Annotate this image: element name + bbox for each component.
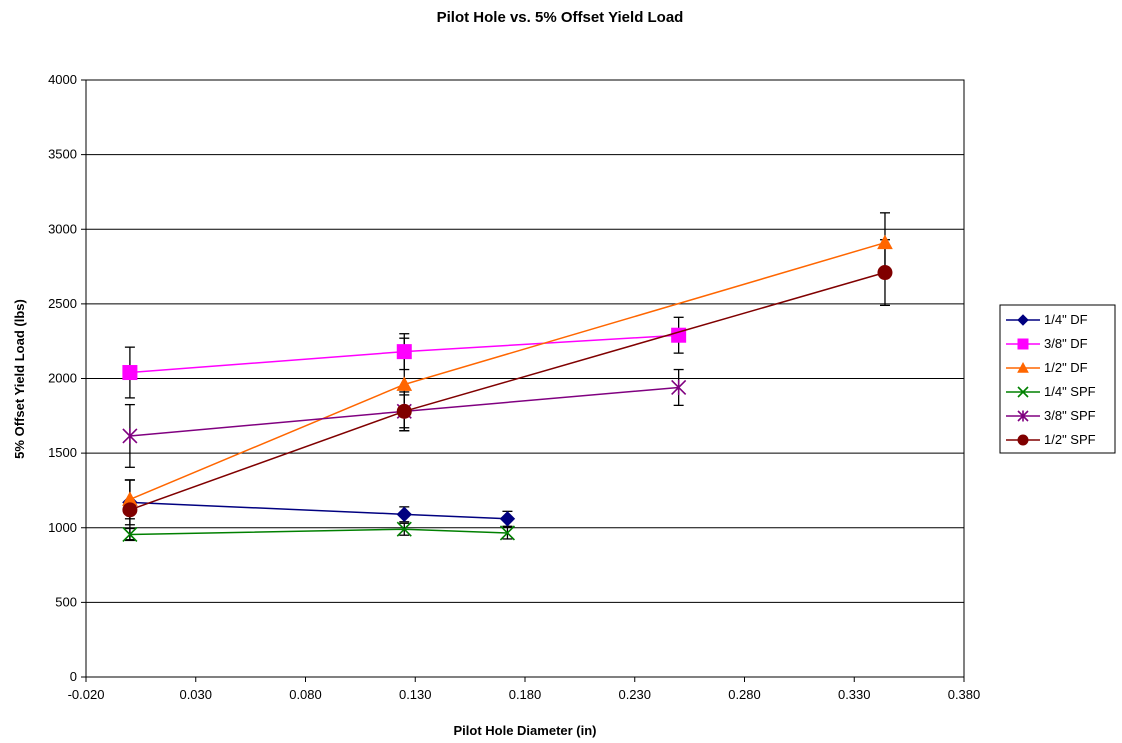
x-axis: -0.020 0.030 0.080 0.130 0.180 0.230 0.280 0.33…: [68, 677, 981, 702]
y-tick-label: 1000: [48, 520, 77, 535]
x-tick-label: -0.020: [68, 687, 105, 702]
data-point-x: [396, 521, 412, 537]
data-point-diamond: [1017, 314, 1029, 326]
legend-box: [999, 304, 1116, 454]
legend-item: 3/8" SPF: [1006, 408, 1096, 423]
legend-label: 1/2" DF: [1044, 360, 1088, 375]
x-axis-label: Pilot Hole Diameter (in): [453, 723, 596, 738]
y-tick-label: 1500: [48, 445, 77, 460]
x-tick-label: 0.230: [618, 687, 651, 702]
data-point-square: [1017, 338, 1029, 350]
series-group: [122, 212, 893, 543]
x-tick-label: 0.280: [728, 687, 761, 702]
plot-area: -0.020 0.030 0.080 0.130 0.180 0.230 0.280 0.33…: [48, 72, 980, 702]
data-point-square: [396, 344, 412, 360]
legend-label: 1/4" SPF: [1044, 384, 1096, 399]
data-point-circle: [1017, 434, 1029, 446]
x-tick-label: 0.080: [289, 687, 322, 702]
data-point-diamond: [396, 506, 412, 523]
series-3: [122, 234, 893, 506]
data-point-diamond: [499, 511, 516, 527]
x-tick-label: 0.330: [838, 687, 871, 702]
series-6: [122, 265, 893, 518]
legend-item: 1/4" DF: [1006, 312, 1088, 327]
data-point-x: [499, 525, 516, 541]
data-point-triangle: [396, 376, 413, 391]
legend-item: 1/2" SPF: [1006, 432, 1096, 447]
data-point-x: [122, 526, 138, 543]
y-tick-label: 500: [55, 594, 77, 609]
legend-label: 1/2" SPF: [1044, 432, 1096, 447]
y-axis-label: 5% Offset Yield Load (lbs): [12, 299, 27, 459]
series-2: [122, 327, 687, 381]
legend-label: 3/8" SPF: [1044, 408, 1096, 423]
data-point-triangle: [877, 234, 893, 250]
y-tick-label: 4000: [48, 72, 77, 87]
x-tick-label: 0.130: [399, 687, 432, 702]
y-tick-label: 2500: [48, 296, 77, 311]
data-point-x: [1017, 386, 1029, 398]
y-tick-label: 0: [70, 669, 77, 684]
legend-label: 1/4" DF: [1044, 312, 1088, 327]
gridlines: [86, 154, 964, 603]
legend: 1/4" DF 3/8" DF 1/2" DF 1/4" SPF 3/8" SPF 1/2…: [999, 304, 1116, 454]
data-point-star: [671, 379, 687, 396]
series-4: [122, 521, 516, 543]
y-tick-label: 3000: [48, 221, 77, 236]
x-tick-label: 0.030: [179, 687, 212, 702]
data-point-circle: [396, 403, 412, 419]
data-point-triangle: [1017, 361, 1029, 373]
y-axis: 0 500 1000 1500 2000 2500 3000 3500 4000: [48, 72, 86, 684]
legend-item: 3/8" DF: [1006, 336, 1088, 351]
legend-item: 1/4" SPF: [1006, 384, 1096, 399]
data-point-square: [122, 365, 138, 381]
data-point-star: [1017, 410, 1029, 422]
data-point-circle: [877, 265, 893, 281]
data-point-star: [122, 428, 138, 444]
legend-item: 1/2" DF: [1006, 360, 1088, 375]
x-tick-label: 0.180: [509, 687, 542, 702]
y-tick-label: 3500: [48, 147, 77, 162]
legend-label: 3/8" DF: [1044, 336, 1088, 351]
y-tick-label: 2000: [48, 371, 77, 386]
data-point-circle: [122, 502, 138, 518]
x-tick-label: 0.380: [948, 687, 981, 702]
chart-title: Pilot Hole vs. 5% Offset Yield Load: [437, 9, 684, 26]
